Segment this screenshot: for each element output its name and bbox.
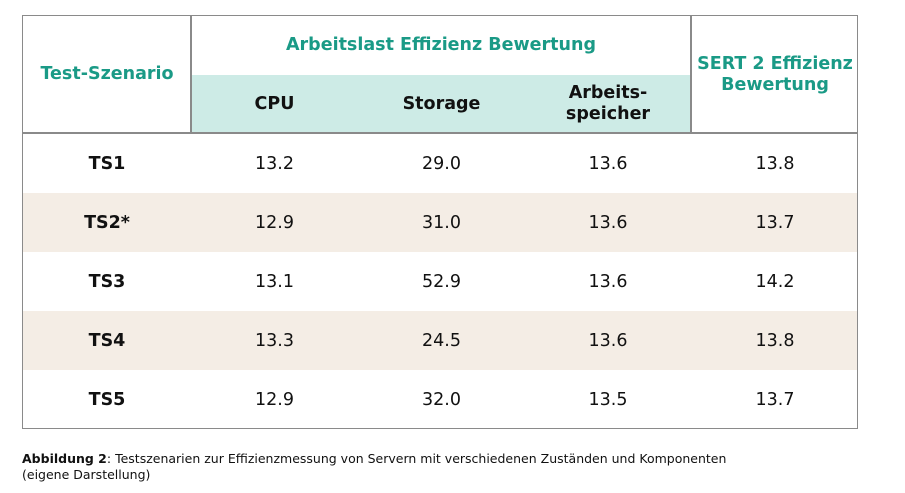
cell-cpu: 13.1: [255, 271, 294, 292]
cell-memory: 13.6: [588, 271, 628, 292]
efficiency-table: Test-Szenario Arbeitslast Effizienz Bewe…: [22, 15, 858, 429]
header-memory-line1: Arbeits-: [568, 83, 648, 103]
header-cpu: CPU: [254, 93, 295, 114]
cell-memory: 13.6: [588, 330, 628, 351]
table-row: TS5 12.9 32.0 13.5 13.7: [23, 370, 857, 428]
cell-sert: 13.7: [755, 389, 795, 410]
caption-text: : Testszenarien zur Effizienzmessung von…: [106, 451, 727, 466]
header-sert-line1: SERT 2 Effizienz: [697, 53, 853, 74]
header-memory-line2: speicher: [565, 104, 651, 124]
cell-cpu: 13.2: [255, 153, 294, 174]
header-memory: Arbeits- speicher: [525, 75, 691, 133]
cell-storage: 29.0: [422, 153, 461, 174]
cell-cpu: 12.9: [255, 389, 294, 410]
cell-sert: 13.8: [755, 153, 795, 174]
table-row: TS4 13.3 24.5 13.6 13.8: [23, 311, 857, 370]
caption-line2: (eigene Darstellung): [22, 467, 151, 482]
cell-memory: 13.5: [588, 389, 628, 410]
cell-scenario: TS4: [88, 330, 126, 351]
cell-scenario: TS3: [88, 271, 126, 292]
cell-sert: 13.7: [755, 212, 795, 233]
cell-storage: 24.5: [422, 330, 461, 351]
header-sert-efficiency: SERT 2 Effizienz Bewertung: [691, 16, 857, 133]
cell-scenario: TS2*: [84, 212, 130, 233]
header-sert-line2: Bewertung: [721, 74, 829, 95]
header-divider: [190, 16, 192, 133]
figure-caption: Abbildung 2: Testszenarien zur Effizienz…: [22, 451, 882, 483]
header-bottom-border: [23, 132, 857, 134]
cell-scenario: TS1: [88, 153, 126, 174]
table-row: TS3 13.1 52.9 13.6 14.2: [23, 252, 857, 311]
cell-memory: 13.6: [588, 153, 628, 174]
caption-line1: Abbildung 2: Testszenarien zur Effizienz…: [22, 451, 882, 467]
caption-label: Abbildung 2: [22, 451, 107, 466]
header-storage: Storage: [402, 93, 481, 114]
table-header: Test-Szenario Arbeitslast Effizienz Bewe…: [23, 16, 857, 133]
cell-storage: 31.0: [422, 212, 461, 233]
cell-cpu: 13.3: [255, 330, 294, 351]
cell-memory: 13.6: [588, 212, 628, 233]
table-row: TS2* 12.9 31.0 13.6 13.7: [23, 193, 857, 252]
table-row: TS1 13.2 29.0 13.6 13.8: [23, 134, 857, 193]
header-workload-group: Arbeitslast Effizienz Bewertung: [286, 35, 596, 55]
header-test-scenario: Test-Szenario: [40, 64, 174, 84]
cell-cpu: 12.9: [255, 212, 294, 233]
header-divider: [690, 16, 692, 133]
cell-sert: 14.2: [755, 271, 795, 292]
cell-storage: 52.9: [422, 271, 461, 292]
cell-sert: 13.8: [755, 330, 795, 351]
subheader-band: [191, 75, 691, 133]
cell-scenario: TS5: [88, 389, 126, 410]
cell-storage: 32.0: [422, 389, 461, 410]
